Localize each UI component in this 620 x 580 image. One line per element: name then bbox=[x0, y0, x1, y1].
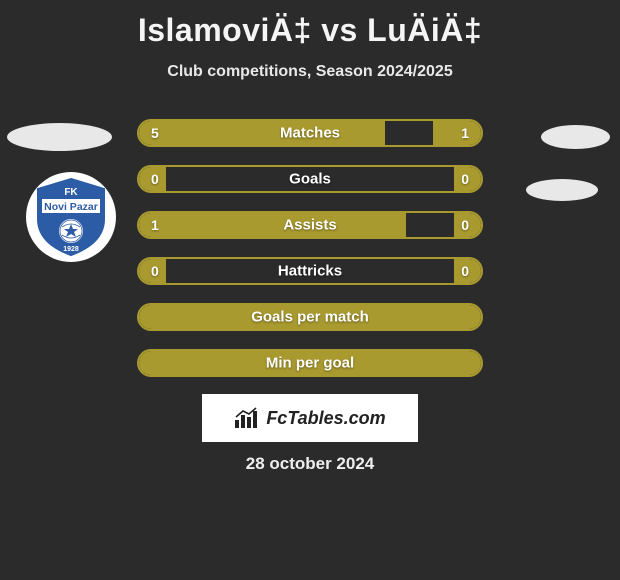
stat-row: 0 0 Goals bbox=[137, 165, 483, 193]
stat-left-value: 1 bbox=[151, 217, 159, 233]
stat-label: Min per goal bbox=[266, 355, 354, 372]
player-right-placeholder-2 bbox=[526, 179, 598, 201]
club-logo: FK Novi Pazar 1928 bbox=[26, 172, 116, 262]
stat-row: Goals per match bbox=[137, 303, 483, 331]
stat-left-value: 5 bbox=[151, 125, 159, 141]
stat-left-value: 0 bbox=[151, 263, 159, 279]
stat-label: Goals per match bbox=[251, 309, 369, 326]
page-subtitle: Club competitions, Season 2024/2025 bbox=[0, 63, 620, 81]
stats-container: 5 1 Matches 0 0 Goals 1 0 Assists 0 0 Hattricks Goal… bbox=[137, 119, 483, 377]
stat-right-value: 0 bbox=[461, 171, 469, 187]
player-left-placeholder-1 bbox=[7, 123, 112, 151]
svg-text:Novi Pazar: Novi Pazar bbox=[44, 201, 98, 213]
stat-label: Goals bbox=[289, 171, 331, 188]
stat-right-value: 1 bbox=[461, 125, 469, 141]
bar-left-fill bbox=[139, 213, 406, 237]
svg-text:FK: FK bbox=[64, 187, 78, 198]
stat-row: 0 0 Hattricks bbox=[137, 257, 483, 285]
stat-right-value: 0 bbox=[461, 263, 469, 279]
player-right-placeholder-1 bbox=[541, 125, 610, 149]
date-label: 28 october 2024 bbox=[246, 454, 375, 474]
stat-left-value: 0 bbox=[151, 171, 159, 187]
stat-row: 1 0 Assists bbox=[137, 211, 483, 239]
svg-text:1928: 1928 bbox=[63, 246, 79, 253]
stat-right-value: 0 bbox=[461, 217, 469, 233]
bar-right-fill bbox=[433, 121, 481, 145]
stat-label: Matches bbox=[280, 125, 340, 142]
watermark[interactable]: FcTables.com bbox=[202, 394, 418, 442]
stat-row: Min per goal bbox=[137, 349, 483, 377]
stat-label: Hattricks bbox=[278, 263, 342, 280]
stat-label: Assists bbox=[283, 217, 336, 234]
chart-icon bbox=[234, 407, 260, 429]
page-title: IslamoviÄ‡ vs LuÄiÄ‡ bbox=[0, 0, 620, 49]
bar-left-fill bbox=[139, 121, 385, 145]
stat-row: 5 1 Matches bbox=[137, 119, 483, 147]
shield-icon: FK Novi Pazar 1928 bbox=[34, 177, 108, 257]
watermark-text: FcTables.com bbox=[266, 408, 385, 429]
